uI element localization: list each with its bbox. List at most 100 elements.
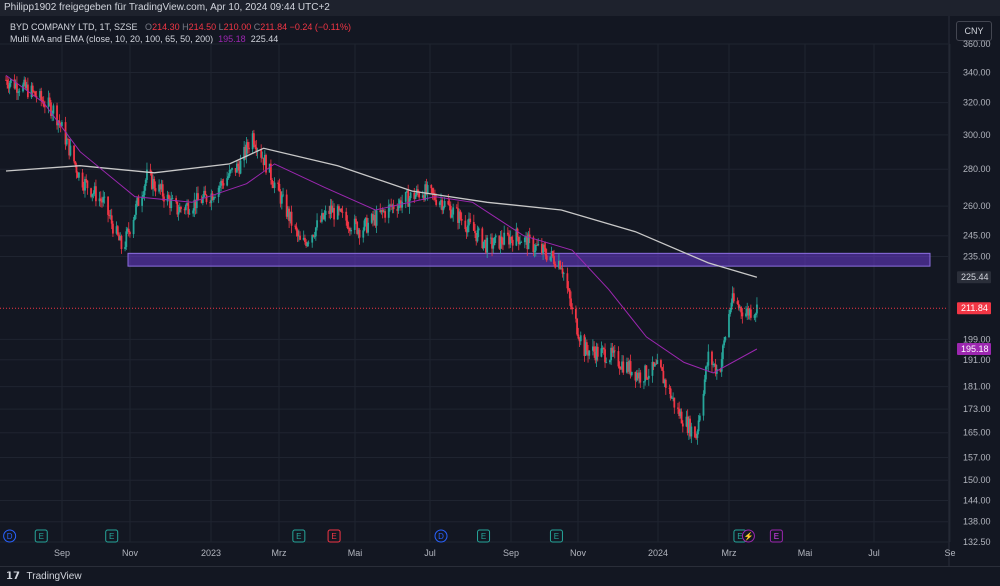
candle-body — [594, 351, 597, 361]
x-tick-label: Mai — [348, 548, 363, 558]
candle-body — [486, 237, 489, 253]
candle-body — [146, 169, 148, 180]
candle-body — [160, 184, 163, 190]
candle-body — [375, 210, 378, 226]
candle-body — [406, 190, 408, 192]
y-axis[interactable]: 360.00340.00320.00300.00280.00260.00245.… — [948, 16, 991, 566]
candle-body — [180, 206, 182, 210]
candle-body — [16, 83, 18, 93]
candle-body — [647, 375, 650, 379]
price-chart[interactable]: 360.00340.00320.00300.00280.00260.00245.… — [0, 0, 1000, 566]
candle-body — [48, 97, 51, 103]
x-axis[interactable]: Sep Nov 2023 Mrz Mai Jul Sep Nov 2024 Mrz Mai Jul Se — [54, 548, 956, 558]
open-value: 214.30 — [152, 22, 180, 32]
candle-body — [520, 242, 523, 243]
symbol-name: BYD COMPANY LTD, 1T, SZSE — [10, 22, 138, 32]
price-tag-label: 225.44 — [961, 272, 989, 282]
candle-body — [350, 229, 352, 232]
candle-body — [289, 211, 292, 222]
candle-body — [356, 221, 359, 234]
candle-body — [358, 229, 361, 238]
candle-body — [662, 370, 665, 384]
candle-body — [455, 207, 458, 209]
candle-body — [218, 185, 221, 188]
candle-body — [99, 198, 102, 201]
candle-body — [273, 182, 276, 188]
candle-body — [753, 315, 756, 318]
y-tick-label: 144.00 — [963, 496, 991, 506]
candle-body — [579, 335, 582, 342]
candle-body — [500, 236, 503, 244]
candle-body — [584, 342, 587, 356]
candle-body — [516, 228, 519, 238]
candle-body — [197, 193, 199, 201]
y-tick-label: 245.00 — [963, 231, 991, 241]
publisher-text: Philipp1902 freigegeben für TradingView.… — [4, 2, 330, 13]
candle-body — [387, 205, 390, 218]
candle-body — [8, 83, 11, 89]
tradingview-logo-icon: 𝟭𝟳 — [6, 571, 20, 582]
candle-body — [737, 303, 740, 308]
candle-body — [528, 234, 531, 238]
price-tag-label: 195.18 — [961, 344, 989, 354]
candle-body — [282, 194, 284, 196]
candle-body — [578, 338, 581, 342]
candle-body — [746, 308, 749, 314]
candle-body — [78, 172, 80, 178]
price-tag-211.84 — [957, 302, 991, 315]
candle-body — [706, 365, 709, 367]
candle-body — [95, 186, 97, 202]
candle-body — [533, 250, 536, 253]
candle-body — [609, 360, 611, 363]
candle-body — [364, 217, 367, 221]
candle-body — [729, 309, 732, 315]
candle-body — [397, 204, 400, 211]
candle-body — [65, 138, 68, 145]
candle-body — [74, 161, 77, 165]
candle-body — [279, 191, 282, 204]
candle-body — [705, 366, 707, 380]
candle-body — [485, 239, 487, 253]
currency-button[interactable]: CNY — [956, 21, 992, 41]
candle-body — [255, 147, 258, 152]
candle-body — [212, 197, 215, 200]
series-line-sma200 — [5, 147, 758, 278]
candle-body — [474, 230, 476, 234]
candle-body — [588, 350, 591, 356]
candle-body — [192, 210, 195, 214]
indicator-row[interactable]: Multi MA and EMA (close, 10, 20, 100, 65… — [10, 33, 351, 45]
candle-body — [346, 220, 349, 229]
candle-body — [373, 215, 376, 221]
candle-body — [506, 232, 509, 235]
candle-body — [167, 194, 170, 199]
candle-body — [532, 237, 535, 253]
y-tick-label: 132.50 — [963, 537, 991, 547]
candle-body — [515, 228, 518, 246]
y-tick-label: 191.00 — [963, 355, 991, 365]
candle-body — [209, 202, 212, 204]
y-tick-label: 165.00 — [963, 428, 991, 438]
candle-body — [458, 211, 461, 223]
candle-body — [493, 237, 496, 246]
candle-body — [723, 340, 726, 346]
candle-body — [414, 194, 417, 199]
symbol-row[interactable]: BYD COMPANY LTD, 1T, SZSE O214.30 H214.5… — [10, 21, 351, 33]
candle-body — [365, 217, 368, 233]
candle-body — [152, 179, 154, 189]
candle-body — [728, 314, 730, 338]
candle-body — [644, 365, 647, 382]
candle-body — [673, 397, 676, 408]
candle-body — [316, 220, 318, 228]
candle-body — [415, 189, 418, 195]
candle-body — [477, 228, 480, 231]
candle-body — [158, 184, 161, 192]
candle-body — [6, 80, 9, 85]
low-label: L — [218, 22, 224, 32]
candle-body — [612, 350, 615, 353]
candle-body — [627, 362, 630, 372]
candle-body — [702, 393, 705, 416]
candle-body — [18, 91, 21, 93]
candle-body — [73, 145, 75, 162]
candle-body — [161, 184, 164, 197]
candle-body — [678, 408, 681, 417]
